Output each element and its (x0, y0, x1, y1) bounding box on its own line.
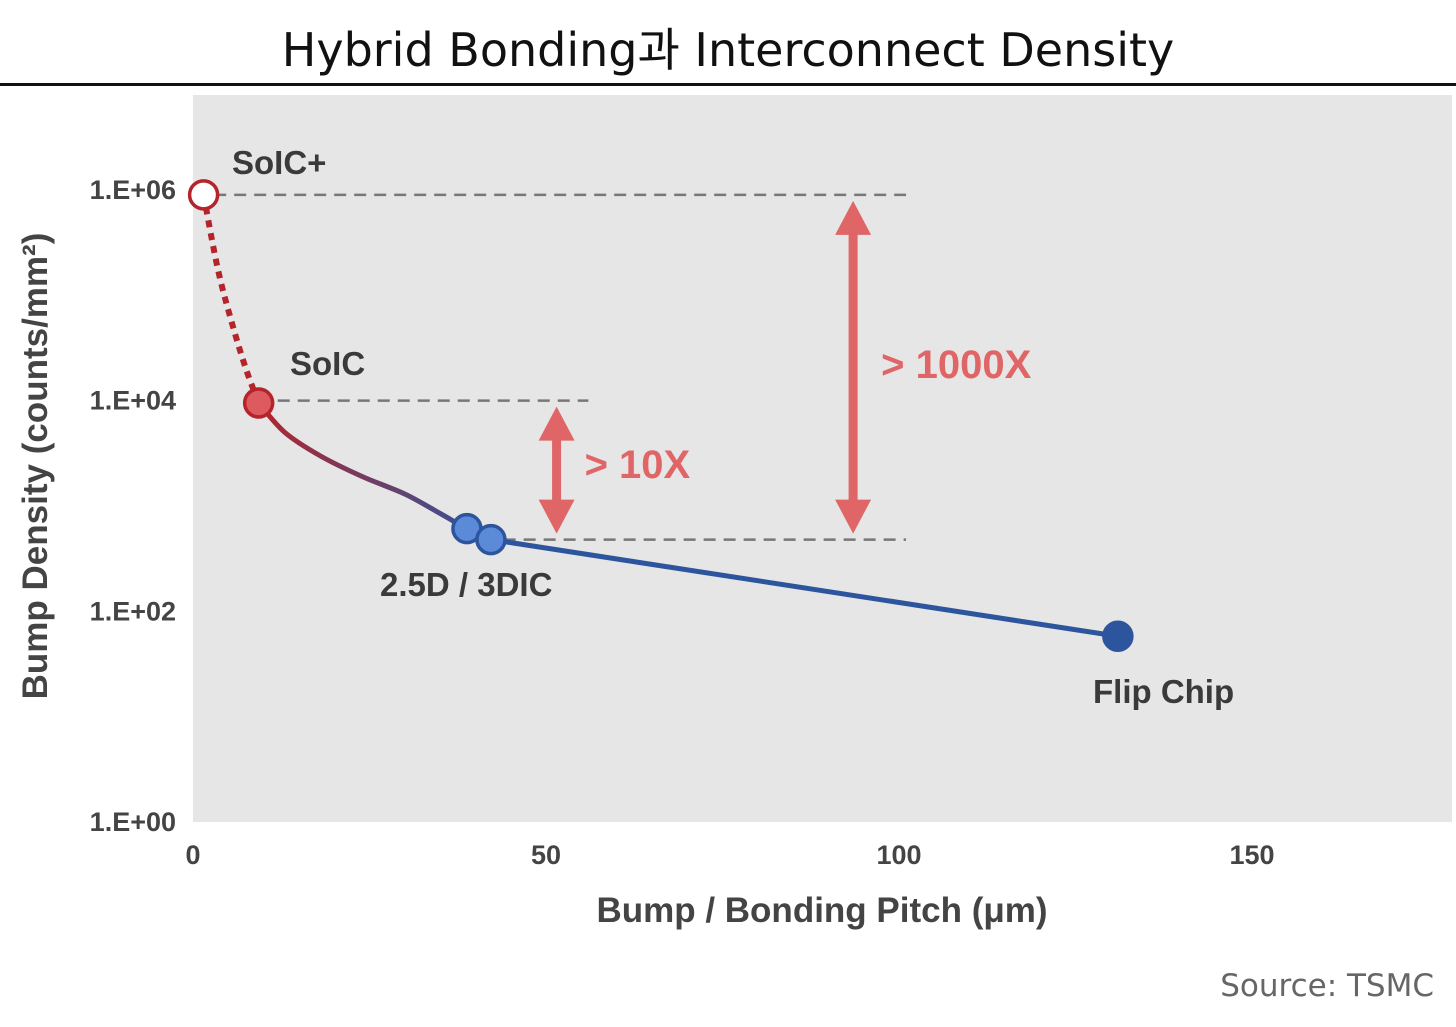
annotation-10x: > 10X (585, 443, 691, 487)
data-point-2-5d-3dic (475, 523, 507, 556)
x-tick-label: 0 (185, 840, 200, 870)
arrow-head-down (538, 499, 575, 534)
data-point-soic (242, 387, 275, 419)
y-tick-label: 1.E+04 (90, 386, 176, 416)
series-line-3dic-flipchip (490, 537, 1119, 639)
chart-title: Hybrid Bonding과 Interconnect Density (281, 23, 1175, 77)
plot-area (193, 95, 1452, 822)
source-note: Source: TSMC (1220, 968, 1434, 1004)
x-tick-label: 150 (1229, 840, 1274, 870)
annotation-1000x: > 1000X (881, 343, 1031, 387)
arrow-1000x (835, 200, 872, 534)
arrow-head-down (835, 499, 872, 534)
y-tick-label: 1.E+06 (90, 175, 176, 205)
point-label-soic: SoIC (290, 345, 365, 382)
series-line-soicplus-soic (200, 194, 262, 405)
arrow-10x (538, 406, 575, 534)
x-axis-label: Bump / Bonding Pitch (μm) (596, 891, 1047, 930)
data-point-soic- (187, 179, 220, 211)
point-label-soic-: SoIC+ (232, 144, 326, 181)
point-label-2-5d-3dic: 2.5D / 3DIC (380, 566, 552, 603)
y-tick-label: 1.E+02 (90, 596, 176, 626)
x-tick-label: 100 (876, 840, 921, 870)
arrow-head-up (835, 200, 872, 235)
arrow-head-up (538, 406, 575, 441)
x-tick-label: 50 (531, 840, 561, 870)
title-underline (0, 83, 1456, 86)
y-tick-label: 1.E+00 (90, 807, 176, 837)
data-point-flip-chip (1102, 620, 1134, 653)
y-axis-label: Bump Density (counts/mm²) (16, 233, 55, 700)
point-label-flip-chip: Flip Chip (1093, 673, 1234, 710)
